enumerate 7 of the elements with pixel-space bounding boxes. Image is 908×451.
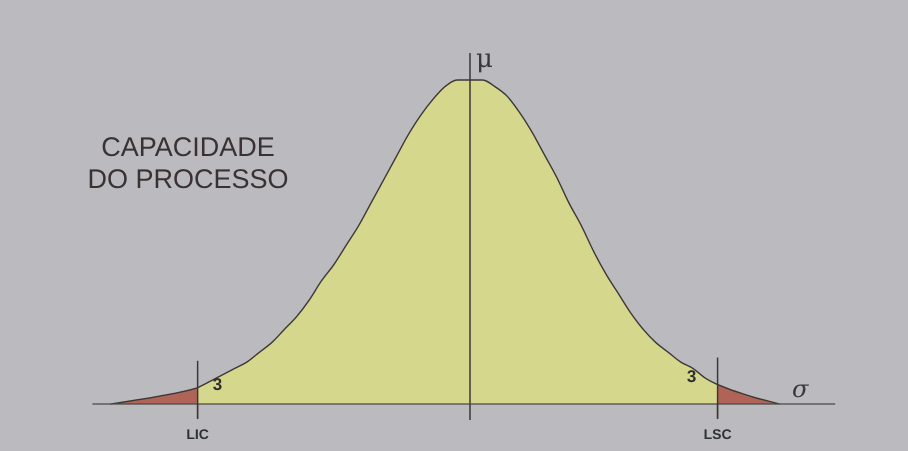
annotation: 3 — [212, 374, 222, 394]
x-tick-label: LIC — [186, 426, 209, 442]
x-axis-title: σ — [792, 375, 810, 403]
text: μ — [476, 44, 493, 74]
text: CAPACIDADE DO PROCESSO — [87, 132, 289, 194]
annotation: 3 — [686, 367, 696, 386]
x-tick-label: LSC — [704, 426, 732, 442]
